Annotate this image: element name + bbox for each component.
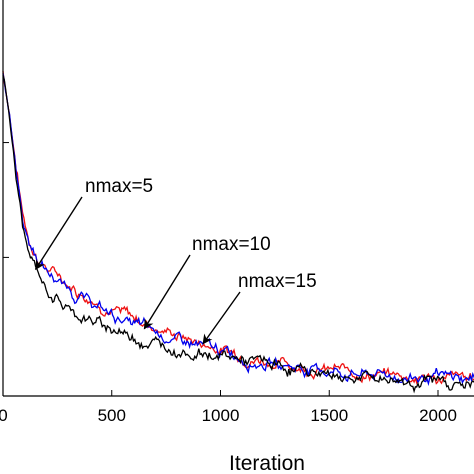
series-line-nmax=5 [2,74,474,394]
series-layer [2,71,474,394]
annotation-label: nmax=15 [238,271,317,292]
y-ticks [3,142,9,258]
x-ticks: 0 500 1000 1500 2000 [0,390,457,425]
annotation-label: nmax=10 [192,234,271,255]
x-axis-label: Iteration [229,452,305,474]
annotation-arrow [35,196,83,271]
annotation-label: nmax=5 [85,176,153,197]
annotation-arrow [143,254,191,330]
x-tick-label: 1000 [202,406,240,425]
axes-layer [2,0,474,397]
x-tick-label: 2000 [419,406,457,425]
series-line-nmax=10 [2,73,474,387]
annotations: nmax=5 nmax=10 nmax=15 [35,176,317,345]
x-tick-label: 1500 [310,406,348,425]
annotation-arrow [202,291,241,345]
x-tick-label: 500 [98,406,126,425]
x-tick-label: 0 [0,406,8,425]
